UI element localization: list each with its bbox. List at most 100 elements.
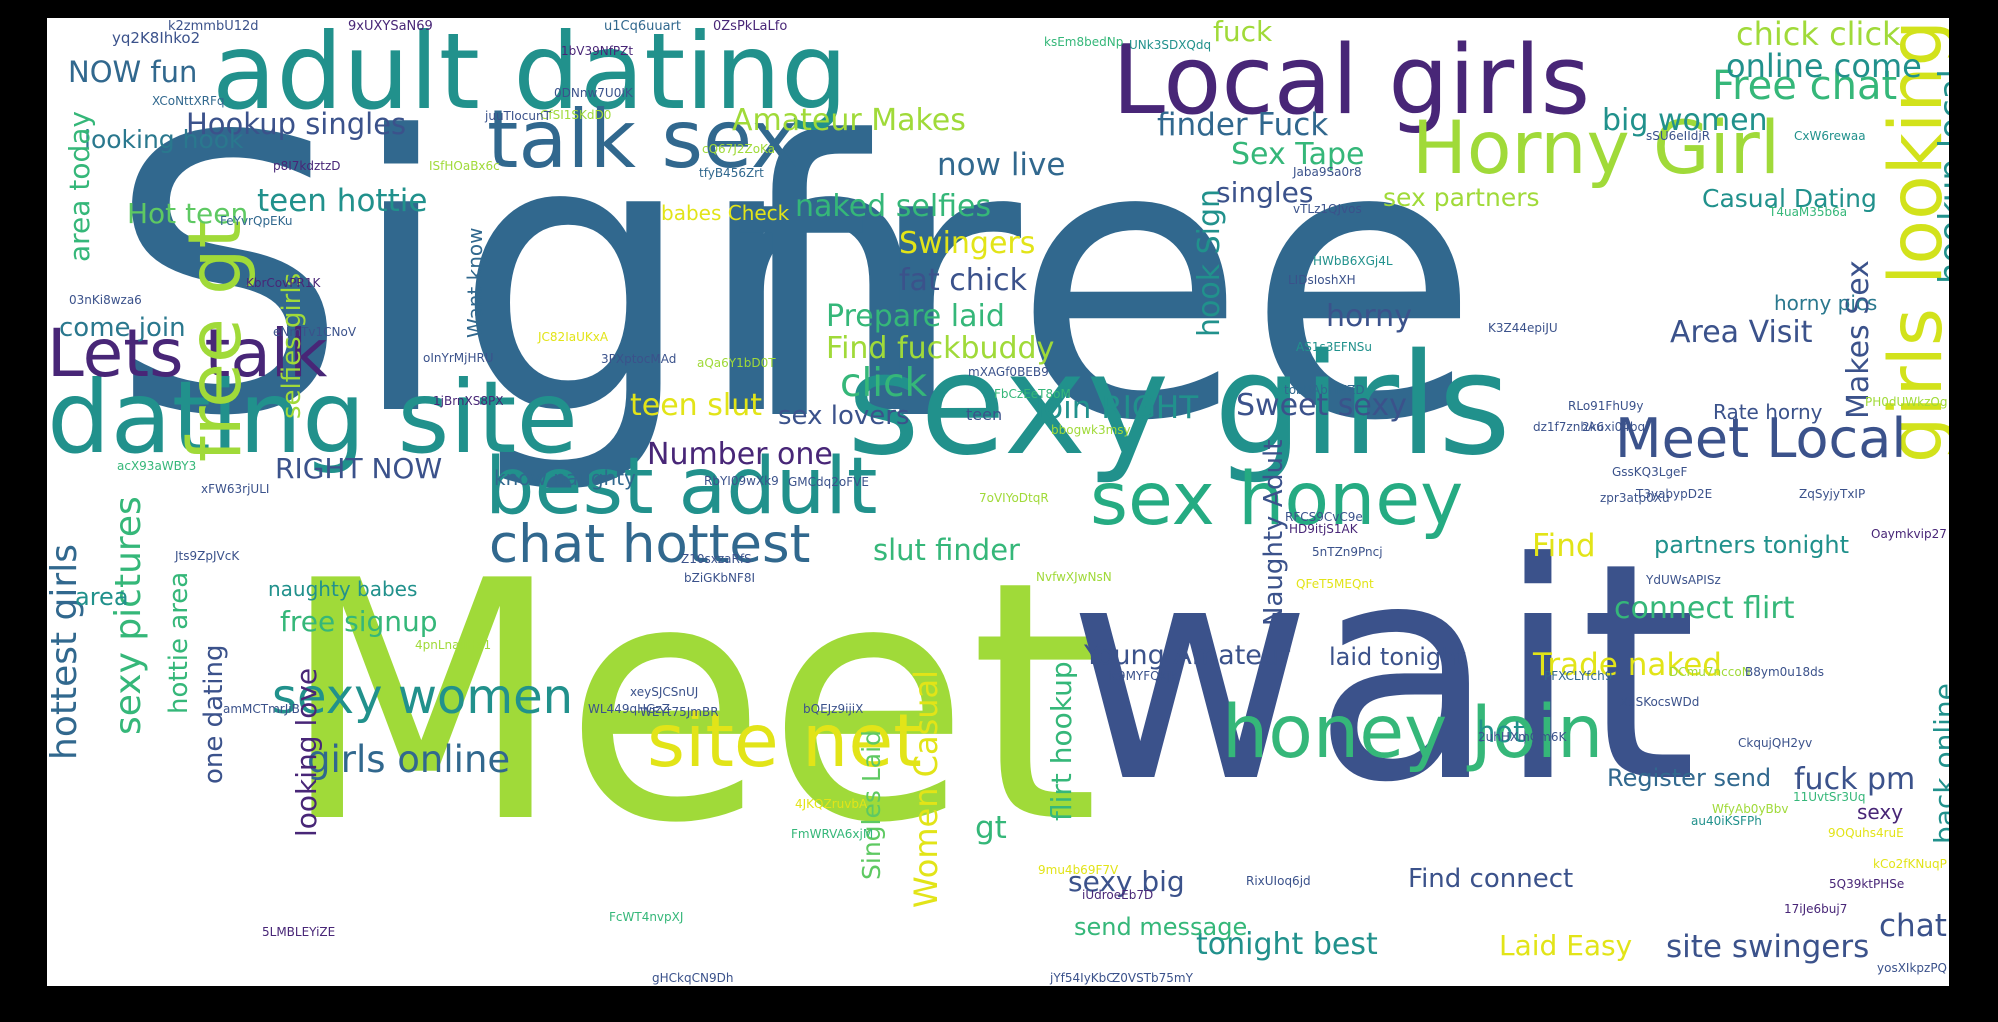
cloud-word: 4pnLnauHa1	[415, 638, 492, 652]
cloud-word: horny pics	[1774, 291, 1878, 315]
cloud-word: Find	[1532, 528, 1596, 564]
cloud-word: Hot teen	[127, 197, 249, 230]
cloud-word: HD9itjS1AK	[1289, 522, 1358, 536]
cloud-word: talk sex	[487, 93, 799, 186]
cloud-word: naked selfies	[795, 189, 992, 224]
cloud-word: LIDsIoshXH	[1288, 273, 1356, 287]
cloud-word: 0ZsPkLaLfo	[713, 19, 788, 34]
cloud-word: Naughty Adult	[1259, 439, 1289, 626]
cloud-word: sexy	[1857, 800, 1904, 824]
cloud-word: aQa6Y1bD0T	[697, 356, 776, 370]
cloud-word: 9OQuhs4ruE	[1828, 826, 1904, 840]
cloud-word: gt	[975, 810, 1007, 846]
cloud-word: WL449qHGzZ	[588, 702, 670, 716]
cloud-word: free	[731, 61, 1481, 504]
cloud-word: best adult	[485, 442, 878, 532]
cloud-word: sexy pictures	[108, 496, 149, 735]
cloud-word: 7oVIYoDtqR	[979, 491, 1049, 505]
cloud-word: site swingers	[1666, 929, 1870, 965]
cloud-word: laid tonight	[1329, 643, 1466, 671]
cloud-word: 17iJe6buj7	[1784, 902, 1848, 916]
cloud-word: RixUIoq6jd	[1246, 874, 1311, 888]
cloud-word: RIGHT NOW	[275, 452, 443, 485]
cloud-word: tfyB456Zrt	[699, 166, 764, 180]
cloud-word: 9xUXYSaN69	[348, 19, 433, 34]
cloud-word: Jaba9Sa0r8	[1293, 165, 1362, 179]
cloud-word: naughty babes	[268, 577, 418, 601]
cloud-word: horny	[1326, 299, 1412, 334]
cloud-word: looking love	[290, 667, 323, 837]
cloud-word: connect flirt	[1614, 591, 1795, 626]
cloud-word: know naughty	[494, 466, 636, 490]
cloud-word: WEYt75JmBR	[640, 705, 719, 719]
cloud-word: vTLz1QJvos	[1293, 202, 1362, 216]
cloud-word: KbrCovPR1K	[246, 276, 321, 290]
cloud-word: Horny Girl	[1412, 106, 1781, 191]
cloud-word: 9mu4b69F7V	[1038, 863, 1119, 877]
cloud-word: Hookup singles	[186, 107, 407, 141]
cloud-word: big women	[1602, 103, 1768, 138]
cloud-word: chat hottest	[489, 514, 811, 575]
cloud-word: GMCdq2oFVE	[788, 475, 869, 489]
cloud-word: FeYvrQpEKu	[220, 214, 293, 228]
cloud-word: T4uaM35b6a	[1769, 205, 1848, 219]
cloud-word: Z0VSTb75mY	[1112, 971, 1193, 985]
cloud-word: Z10sxzaRfS	[681, 552, 752, 566]
cloud-word: RLo91FhU9y	[1568, 399, 1644, 413]
cloud-word: 2k6xi04bqj	[1582, 420, 1649, 434]
cloud-word: Find fuckbuddy	[826, 331, 1055, 366]
cloud-word: chat	[1879, 908, 1947, 944]
cloud-word: cQ67J2ZoKa	[702, 142, 776, 156]
cloud-word: Laid Easy	[1499, 929, 1633, 962]
cloud-word: XaSKocsWDd	[1620, 695, 1700, 709]
cloud-word: juuTIocunT	[485, 109, 551, 123]
cloud-word: 11UvtSr3Uq	[1793, 790, 1866, 804]
cloud-word: Oaymkvip27	[1871, 527, 1947, 541]
cloud-word: Amateur Makes	[732, 103, 966, 138]
cloud-word: bbogwk3msy	[1051, 423, 1131, 437]
cloud-word: back online	[1928, 683, 1949, 844]
cloud-word: zpr3atp0Xu	[1600, 491, 1670, 505]
cloud-word: looking hook	[84, 125, 244, 154]
cloud-word: iUdroeEb7D	[1082, 888, 1154, 902]
cloud-word: sexy girls	[847, 324, 1511, 487]
cloud-word: RbYI09wXk9	[704, 474, 779, 488]
cloud-word: gHCkqCN9Dh	[652, 971, 734, 985]
cloud-word: CkqujQH2yv	[1738, 736, 1813, 750]
cloud-word: babes Check	[661, 201, 790, 225]
cloud-word: xeySJCSnUJ	[630, 685, 699, 699]
cloud-word: singles	[1216, 176, 1314, 209]
cloud-word: tonight best	[1196, 927, 1378, 962]
cloud-word: JC82IaUKxA	[538, 330, 609, 344]
cloud-word: Prepare laid	[826, 299, 1005, 334]
cloud-word: yq2K8Ihko2	[112, 29, 201, 47]
cloud-word: sex lovers	[778, 401, 910, 431]
cloud-word: bQEJz9ijiX	[803, 702, 864, 716]
cloud-word: eNmTv1CNoV	[273, 325, 357, 339]
cloud-word: 5LMBLEYiZE	[262, 925, 336, 939]
cloud-word: wait	[1067, 499, 1698, 848]
cloud-word: au40iKSFPh	[1691, 814, 1762, 828]
cloud-word: click	[840, 361, 928, 406]
cloud-word: finder Fuck	[1157, 107, 1329, 143]
cloud-word: acX93aWBY3	[117, 459, 197, 473]
cloud-word: dating site	[47, 359, 579, 476]
cloud-word: adult dating	[212, 18, 848, 133]
cloud-word: XCoNttXRFq	[152, 94, 225, 108]
cloud-word: Rate horny	[1713, 400, 1823, 424]
cloud-word: YdUWsAPISz	[1646, 573, 1721, 587]
cloud-word: 03nKi8wza6	[69, 293, 142, 307]
cloud-word: FmWRVA6xjM	[791, 827, 874, 841]
cloud-word: 1bV39NfPZt	[561, 44, 634, 58]
cloud-word: Women Casual	[907, 669, 945, 908]
cloud-word: QFeT5MEQnt	[1296, 577, 1374, 591]
cloud-word: sexy women	[272, 669, 574, 725]
cloud-word: Want know	[463, 227, 487, 338]
cloud-word: amMCTmrJiB	[223, 702, 300, 716]
cloud-word: online come	[1726, 47, 1922, 85]
cloud-word: bZiGKbNF8I	[684, 571, 756, 585]
cloud-word: K3Z44epiJU	[1488, 321, 1558, 335]
cloud-word: Lets talk	[47, 315, 328, 392]
cloud-word: Swingers	[899, 226, 1036, 261]
cloud-word: sSU6eIIdjR	[1646, 129, 1711, 143]
